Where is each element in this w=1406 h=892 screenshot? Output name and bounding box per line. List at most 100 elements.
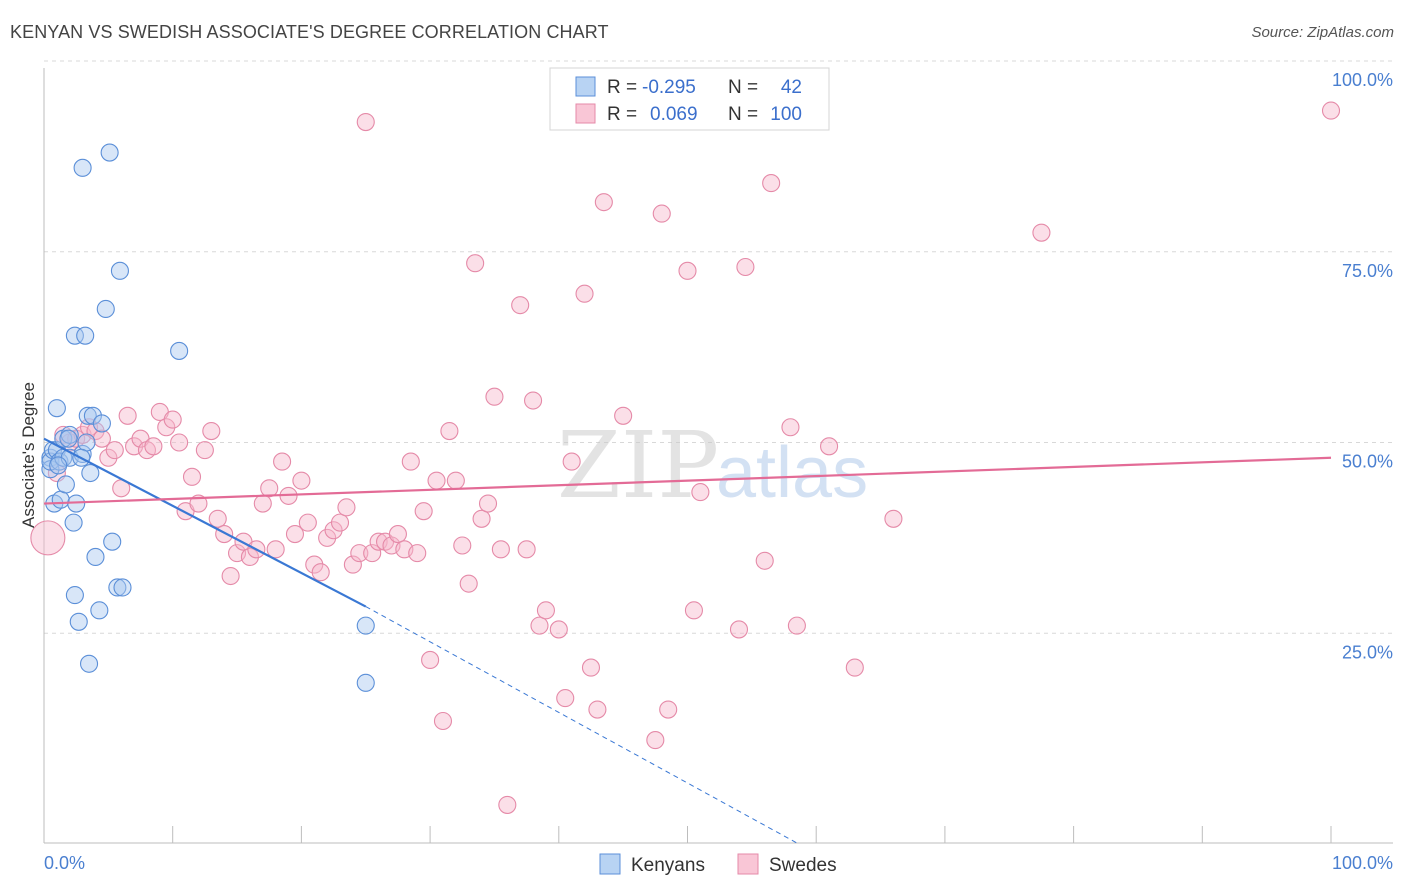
swedes-legend-label: Swedes [769, 855, 837, 876]
swede-point [388, 525, 407, 544]
kenyan-point [79, 654, 99, 673]
kenyan-point [49, 456, 68, 475]
swede-point [1032, 223, 1051, 242]
swede-point [118, 406, 137, 425]
kenyan-point [59, 429, 78, 448]
x-tick-label: 100.0% [1332, 853, 1393, 873]
swedes-legend-swatch [737, 853, 759, 875]
swede-point [401, 452, 420, 471]
swede-point [253, 494, 272, 513]
y-tick-label: 75.0% [1342, 261, 1393, 281]
kenyan-trendline [43, 437, 367, 608]
legend-kenyan-swatch [575, 76, 596, 97]
swede-point [575, 284, 594, 303]
kenyan-point [113, 578, 132, 597]
y-tick-label: 50.0% [1342, 452, 1393, 472]
legend-swede-swatch [575, 103, 596, 124]
swede-point [337, 498, 356, 517]
swede-point [884, 509, 903, 528]
kenyan-trendline-extension [365, 606, 798, 844]
swede-point [208, 509, 227, 528]
swede-point [684, 601, 703, 620]
swede-point [524, 391, 543, 410]
swede-point [498, 795, 517, 814]
swede-point [755, 551, 774, 570]
swede-point [421, 650, 440, 670]
swede-point [440, 422, 459, 441]
swede-point [163, 410, 182, 429]
x-tick-label: 0.0% [44, 853, 85, 873]
watermark-zip: ZIP [557, 412, 719, 519]
y-axis-label: Associate's Degree [19, 382, 38, 528]
gridlines [44, 60, 1393, 634]
swede-point [427, 471, 446, 490]
kenyan-point [83, 406, 102, 425]
correlation-legend: R = -0.295 N = 42 R = 0.069 N = 100 [549, 67, 830, 131]
kenyan-point [356, 673, 375, 692]
swede-point [157, 418, 176, 437]
legend-r-label-kenyan: R = [607, 77, 637, 98]
swede-point [588, 700, 607, 719]
watermark: ZIP atlas [557, 412, 868, 519]
swede-point [581, 658, 601, 677]
y-tick-label: 100.0% [1332, 70, 1393, 90]
kenyan-point [170, 341, 189, 360]
swede-point [530, 616, 549, 635]
swede-point [318, 528, 337, 547]
swede-point [202, 422, 221, 441]
swede-point [311, 563, 330, 582]
swede-point [240, 547, 259, 567]
series-legend: Kenyans Swedes [599, 853, 837, 876]
swede-point [472, 509, 491, 528]
swede-point [478, 494, 498, 513]
swede-point [215, 525, 234, 544]
swede-point [292, 471, 311, 490]
swede-point [781, 418, 800, 437]
swede-point [652, 204, 671, 223]
swede-point [266, 540, 285, 559]
swede-point [678, 261, 697, 280]
swede-point [729, 620, 749, 639]
swede-point [414, 502, 433, 521]
swede-point [92, 429, 111, 448]
kenyan-point [96, 299, 115, 319]
swede-point [144, 437, 163, 456]
swede-point [30, 520, 66, 556]
source-label: Source: ZipAtlas.com [1251, 24, 1394, 41]
swede-point [453, 536, 472, 555]
kenyans-legend-swatch [599, 853, 621, 875]
swede-point [459, 574, 478, 593]
swede-point [285, 525, 305, 544]
swede-point [363, 544, 382, 563]
kenyan-point [90, 601, 109, 620]
swede-point [491, 540, 510, 559]
swede-point [614, 406, 633, 425]
swede-point [408, 544, 427, 563]
swede-point [549, 620, 568, 639]
swede-point [195, 441, 214, 460]
kenyan-point [108, 578, 127, 597]
kenyan-point [76, 326, 95, 345]
swede-point [820, 437, 839, 456]
kenyan-point [92, 414, 111, 433]
kenyan-point [100, 143, 119, 162]
kenyan-point [86, 547, 105, 567]
kenyan-point [103, 532, 122, 551]
swede-point [787, 616, 806, 635]
kenyan-point [110, 261, 129, 280]
swede-point [182, 467, 202, 486]
swede-point [273, 452, 292, 471]
legend-n-label-kenyan: N = [728, 77, 758, 98]
swede-point [330, 513, 350, 532]
swede-point [221, 566, 240, 586]
legend-n-value-swede: 100 [770, 104, 802, 125]
swede-trendline [43, 456, 1332, 505]
kenyan-point [73, 158, 92, 177]
kenyan-point [78, 406, 97, 425]
swede-point [343, 555, 362, 574]
swede-point [659, 700, 678, 719]
swede-point [736, 257, 755, 277]
kenyans-points [41, 143, 375, 692]
swedes-points [30, 101, 1341, 814]
